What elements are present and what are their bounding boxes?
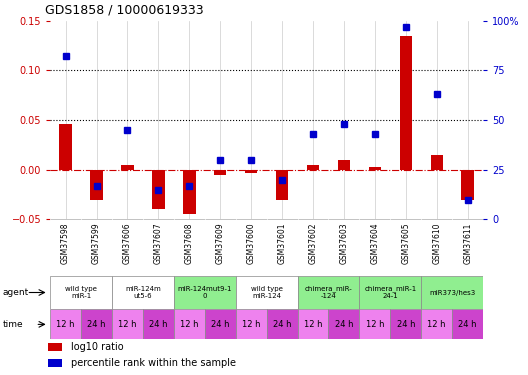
Text: chimera_miR-1
24-1: chimera_miR-1 24-1 — [364, 286, 417, 299]
Bar — [112, 276, 174, 309]
Bar — [421, 309, 452, 339]
Text: miR373/hes3: miR373/hes3 — [429, 290, 475, 296]
Text: GSM37605: GSM37605 — [401, 222, 410, 264]
Text: 24 h: 24 h — [87, 320, 106, 329]
Text: GSM37611: GSM37611 — [463, 222, 472, 264]
Bar — [60, 124, 72, 170]
Text: 12 h: 12 h — [304, 320, 322, 329]
Bar — [307, 165, 319, 170]
Bar — [174, 276, 235, 309]
Text: GSM37600: GSM37600 — [247, 222, 256, 264]
Text: agent: agent — [3, 288, 29, 297]
Bar — [298, 309, 328, 339]
Text: 12 h: 12 h — [118, 320, 137, 329]
Text: GSM37603: GSM37603 — [340, 222, 348, 264]
Text: GSM37606: GSM37606 — [123, 222, 132, 264]
Bar — [235, 309, 267, 339]
Bar — [49, 343, 62, 351]
Text: GSM37598: GSM37598 — [61, 222, 70, 264]
Bar — [121, 165, 134, 170]
Bar — [112, 309, 143, 339]
Bar — [328, 309, 360, 339]
Bar — [430, 155, 443, 170]
Bar — [360, 309, 390, 339]
Bar — [369, 167, 381, 170]
Bar — [235, 276, 298, 309]
Text: GDS1858 / 10000619333: GDS1858 / 10000619333 — [45, 4, 203, 17]
Bar — [267, 309, 298, 339]
Text: GSM37604: GSM37604 — [370, 222, 380, 264]
Bar — [360, 276, 421, 309]
Text: 12 h: 12 h — [242, 320, 260, 329]
Text: GSM37609: GSM37609 — [216, 222, 225, 264]
Bar — [245, 170, 257, 172]
Text: 12 h: 12 h — [428, 320, 446, 329]
Bar — [421, 276, 483, 309]
Text: wild type
miR-1: wild type miR-1 — [65, 286, 97, 299]
Text: GSM37601: GSM37601 — [278, 222, 287, 264]
Text: 24 h: 24 h — [335, 320, 353, 329]
Text: log10 ratio: log10 ratio — [71, 342, 123, 352]
Bar — [214, 170, 227, 175]
Text: percentile rank within the sample: percentile rank within the sample — [71, 358, 235, 368]
Bar — [390, 309, 421, 339]
Bar — [174, 309, 205, 339]
Text: 12 h: 12 h — [365, 320, 384, 329]
Bar — [276, 170, 288, 200]
Text: 24 h: 24 h — [458, 320, 477, 329]
Bar — [81, 309, 112, 339]
Bar — [49, 359, 62, 367]
Bar — [452, 309, 483, 339]
Text: 12 h: 12 h — [180, 320, 199, 329]
Bar — [205, 309, 235, 339]
Bar — [50, 309, 81, 339]
Text: 12 h: 12 h — [56, 320, 75, 329]
Text: GSM37607: GSM37607 — [154, 222, 163, 264]
Bar — [152, 170, 165, 209]
Text: time: time — [3, 320, 23, 329]
Text: GSM37610: GSM37610 — [432, 222, 441, 264]
Text: GSM37602: GSM37602 — [308, 222, 317, 264]
Text: GSM37608: GSM37608 — [185, 222, 194, 264]
Bar — [298, 276, 360, 309]
Text: chimera_miR-
-124: chimera_miR- -124 — [305, 286, 352, 299]
Bar — [338, 160, 350, 170]
Bar — [183, 170, 195, 214]
Text: 24 h: 24 h — [211, 320, 230, 329]
Text: 24 h: 24 h — [149, 320, 168, 329]
Bar — [50, 276, 112, 309]
Bar — [400, 36, 412, 170]
Text: wild type
miR-124: wild type miR-124 — [251, 286, 282, 299]
Text: GSM37599: GSM37599 — [92, 222, 101, 264]
Text: 24 h: 24 h — [273, 320, 291, 329]
Bar — [461, 170, 474, 200]
Bar — [90, 170, 103, 200]
Text: 24 h: 24 h — [397, 320, 415, 329]
Bar — [143, 309, 174, 339]
Text: miR-124mut9-1
0: miR-124mut9-1 0 — [177, 286, 232, 299]
Text: miR-124m
ut5-6: miR-124m ut5-6 — [125, 286, 161, 299]
